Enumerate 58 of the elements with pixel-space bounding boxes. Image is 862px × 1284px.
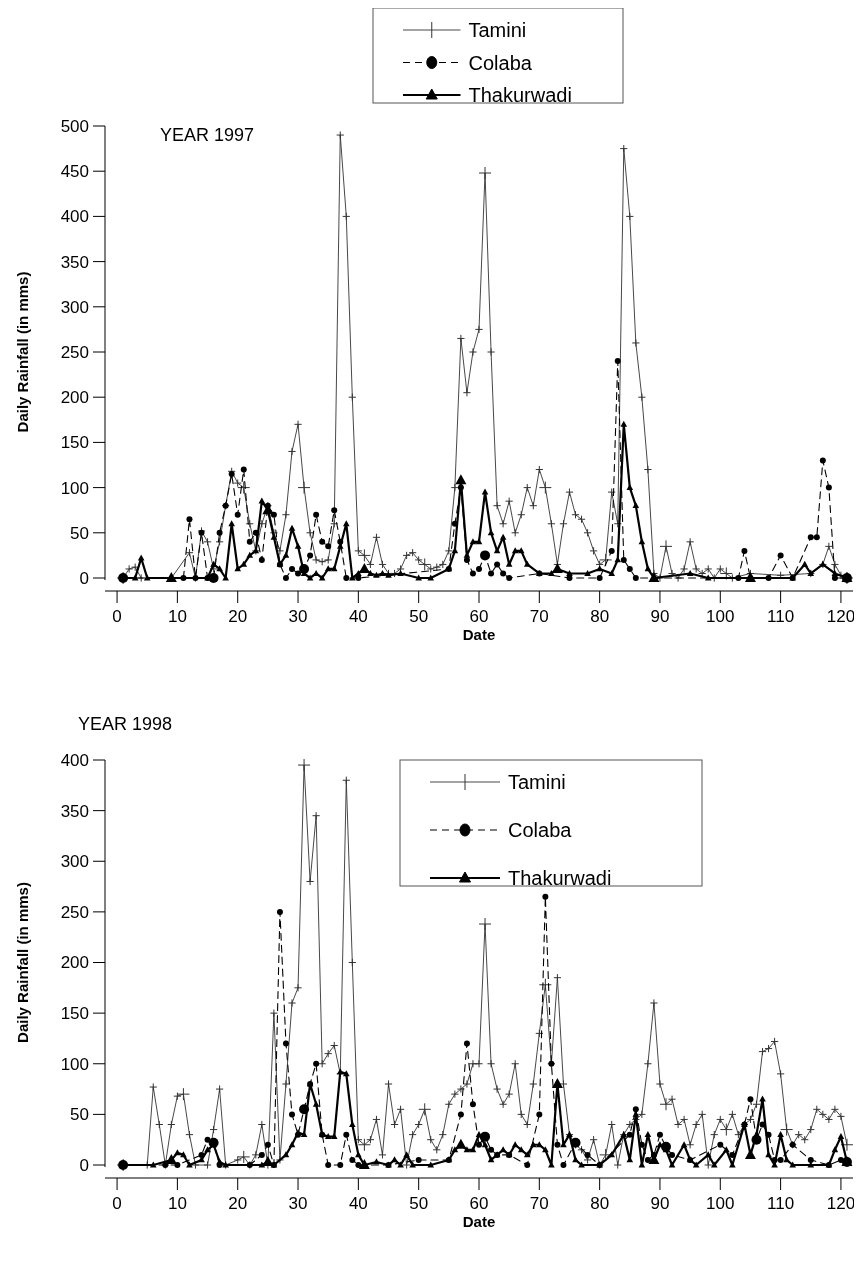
y-tick-label: 200 [60, 388, 89, 408]
x-tick-label: 110 [767, 607, 795, 626]
y-tick-label: 350 [60, 801, 89, 821]
y-tick-label: 300 [60, 852, 89, 872]
x-tick-label: 20 [228, 1194, 248, 1213]
y-tick-label: 500 [60, 116, 89, 136]
y-tick-label: 450 [60, 162, 89, 182]
legend-label: Tamini [508, 771, 566, 793]
x-tick-label: 70 [529, 607, 549, 626]
x-tick-label: 50 [409, 1194, 429, 1213]
legend-label: Colaba [508, 819, 573, 841]
x-tick-label: 0 [112, 607, 122, 626]
x-tick-label: 100 [706, 1194, 735, 1213]
x-tick-label: 30 [288, 607, 308, 626]
x-tick-label: 100 [706, 607, 735, 626]
x-tick-label: 110 [767, 1194, 795, 1213]
chart-title: YEAR 1997 [160, 125, 255, 145]
x-tick-label: 10 [167, 607, 187, 626]
x-tick-label: 90 [650, 1194, 670, 1213]
y-tick-label: 0 [79, 568, 89, 588]
x-axis-title: Date [462, 626, 496, 643]
y-tick-label: 350 [60, 252, 89, 272]
legend-label: Tamini [468, 19, 527, 41]
y-axis-title: Daily Rainfall (in mms) [14, 882, 31, 1043]
x-tick-label: 120 [826, 607, 856, 626]
x-tick-label: 10 [167, 1194, 187, 1213]
x-tick-label: 70 [529, 1194, 549, 1213]
chart-title: YEAR 1998 [78, 714, 173, 734]
y-tick-label: 150 [60, 433, 89, 453]
x-tick-label: 60 [469, 1194, 489, 1213]
x-tick-label: 40 [348, 1194, 368, 1213]
y-axis-title: Daily Rainfall (in mms) [14, 271, 31, 433]
x-tick-label: 80 [590, 1194, 610, 1213]
y-tick-label: 100 [60, 478, 89, 498]
x-tick-label: 80 [590, 607, 610, 626]
x-tick-label: 60 [469, 607, 489, 626]
y-tick-label: 100 [60, 1054, 89, 1074]
y-tick-label: 200 [60, 953, 89, 973]
x-tick-label: 40 [348, 607, 368, 626]
x-tick-label: 0 [112, 1194, 122, 1213]
x-tick-label: 90 [650, 607, 670, 626]
x-tick-label: 120 [826, 1194, 856, 1213]
y-tick-label: 400 [60, 207, 89, 227]
x-tick-label: 30 [288, 1194, 308, 1213]
x-axis-title: Date [462, 1213, 496, 1230]
y-tick-label: 50 [70, 523, 89, 543]
y-tick-label: 0 [79, 1155, 89, 1175]
legend-label: Thakurwadi [508, 867, 612, 889]
x-tick-label: 50 [409, 607, 429, 626]
y-tick-label: 400 [60, 750, 89, 770]
legend-label: Colaba [468, 51, 533, 74]
y-tick-label: 50 [70, 1105, 89, 1125]
y-tick-label: 300 [60, 297, 89, 317]
legend-label: Thakurwadi [468, 84, 572, 106]
y-tick-label: 150 [60, 1004, 89, 1024]
y-tick-label: 250 [60, 342, 89, 362]
x-tick-label: 20 [228, 607, 248, 626]
y-tick-label: 250 [60, 902, 89, 922]
